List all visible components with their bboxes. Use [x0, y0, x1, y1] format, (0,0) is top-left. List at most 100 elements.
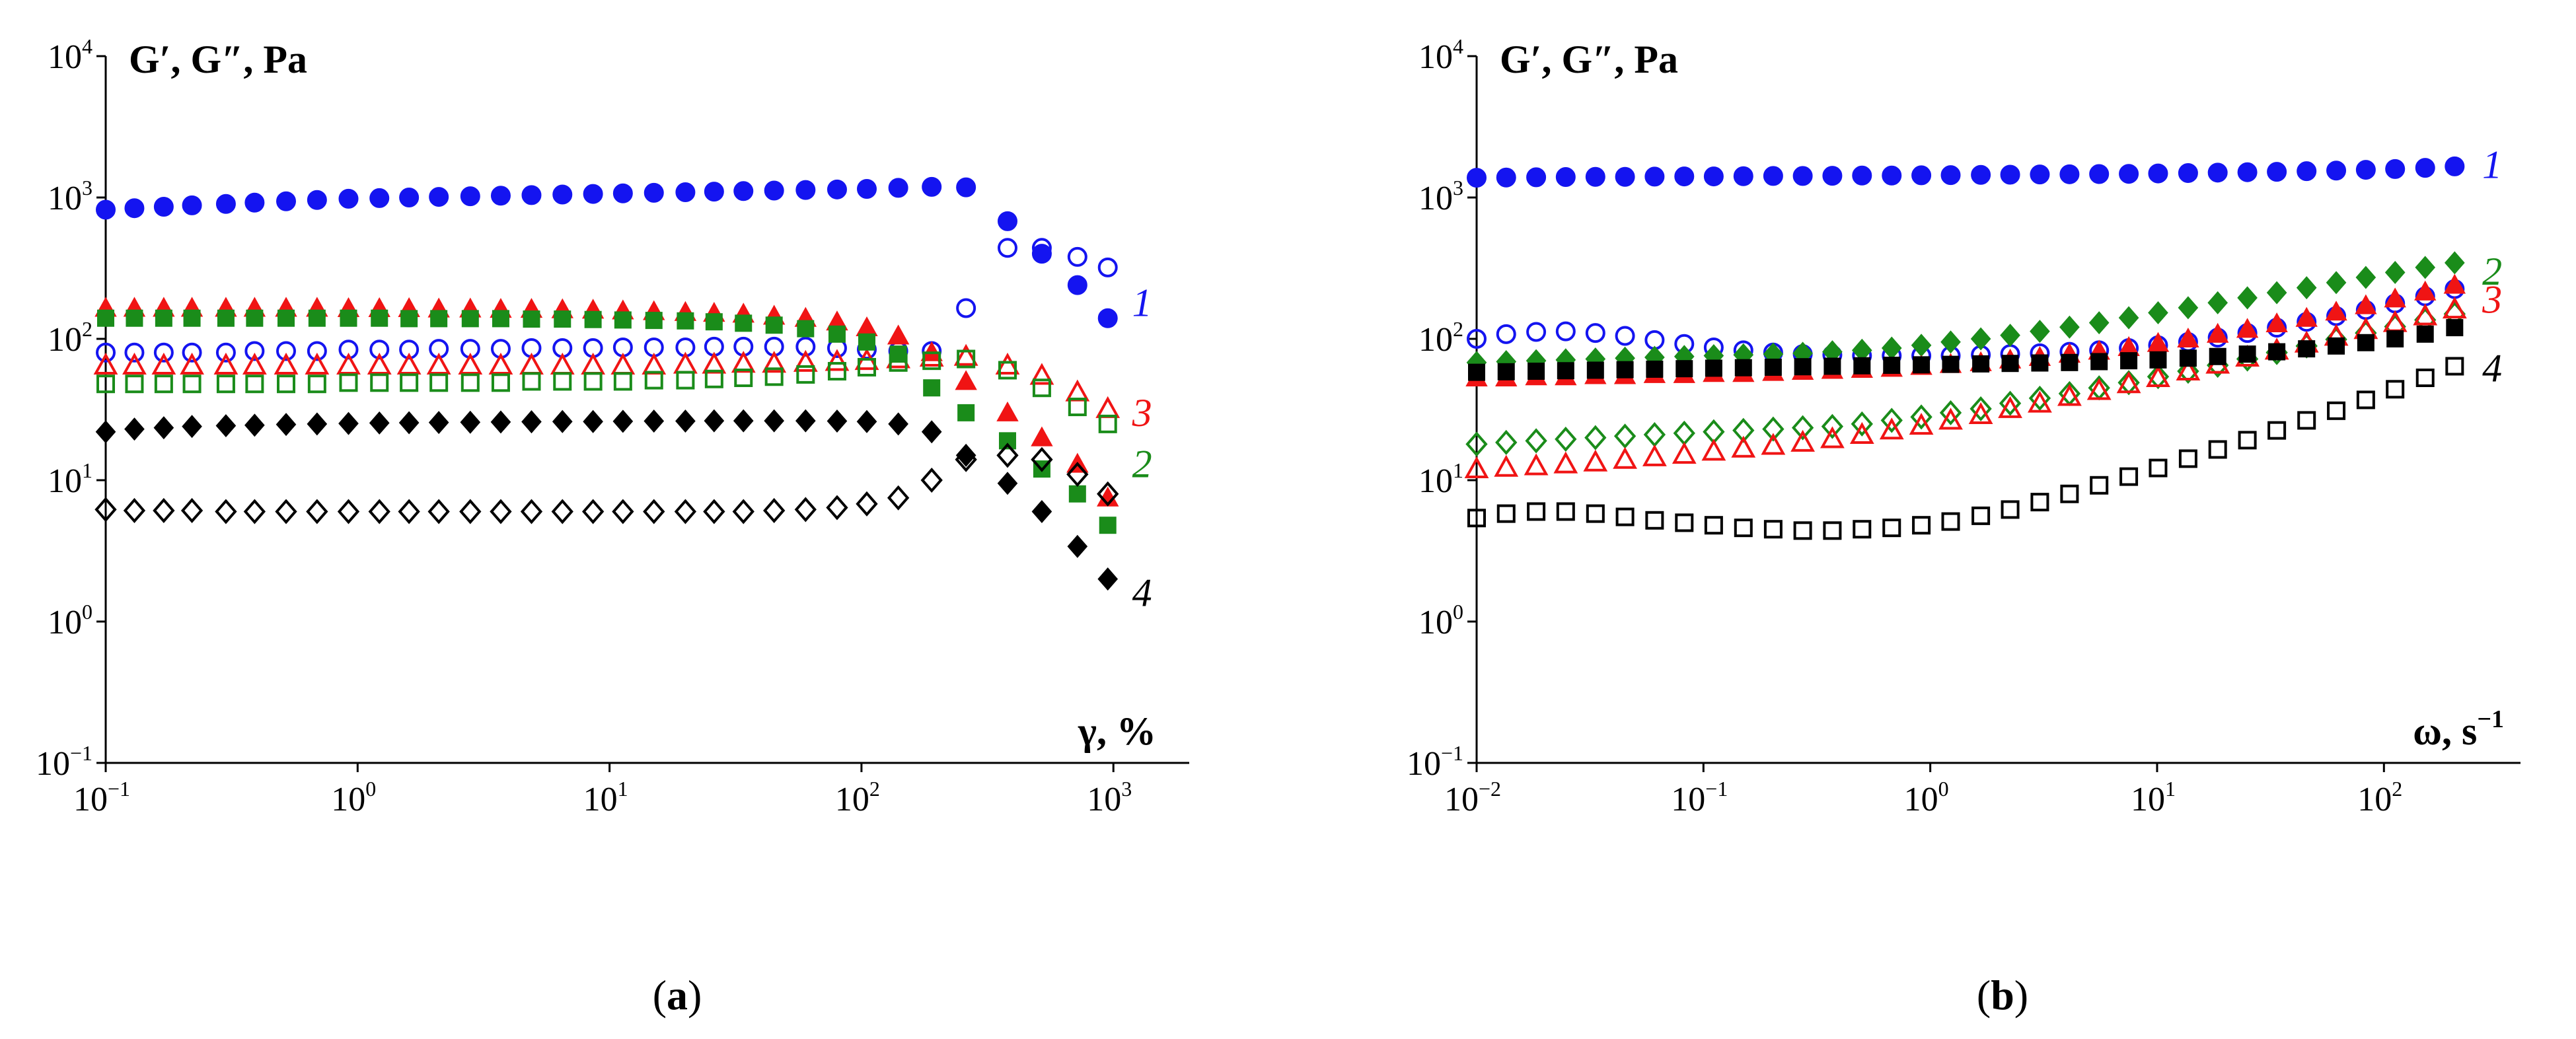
data-point [1791, 415, 1814, 441]
data-point [2117, 370, 2140, 396]
data-point [96, 342, 116, 363]
data-point [2207, 322, 2229, 343]
data-point [1585, 323, 1605, 343]
data-point [857, 357, 876, 376]
data-point [488, 352, 513, 375]
data-point [2177, 327, 2199, 347]
y-tick-label: 102 [48, 317, 92, 359]
data-point [213, 352, 239, 375]
data-point [704, 409, 725, 433]
data-point [1939, 400, 1962, 425]
series-4-loss [1467, 357, 2464, 540]
data-point [1882, 165, 1902, 186]
data-point [1938, 408, 1963, 430]
data-point [1912, 516, 1931, 535]
data-point [182, 195, 202, 215]
data-point [2116, 371, 2141, 394]
data-point [2357, 334, 2374, 351]
data-point [340, 309, 357, 327]
data-point [645, 312, 663, 330]
data-point [1882, 519, 1901, 538]
data-point [2059, 315, 2080, 339]
data-point [276, 413, 297, 437]
data-point [1615, 326, 1635, 346]
data-point [396, 352, 422, 375]
data-point [828, 325, 846, 343]
data-point [1586, 361, 1604, 379]
data-point [398, 499, 420, 524]
x-tick-label: 102 [835, 777, 880, 818]
data-point [825, 349, 850, 371]
data-point [887, 324, 910, 345]
data-point [2090, 476, 2109, 495]
data-point [369, 188, 390, 208]
y-tick-label: 104 [48, 34, 92, 76]
data-point [734, 369, 753, 388]
data-point [795, 180, 816, 200]
data-point [2326, 161, 2347, 181]
x-axis-label: ω, s−1 [2413, 705, 2504, 753]
data-point [1822, 166, 1843, 186]
data-point [2088, 311, 2110, 335]
data-point [1555, 321, 1576, 341]
data-point [2001, 500, 2020, 519]
data-point [553, 372, 572, 391]
y-tick-label: 101 [48, 458, 92, 500]
data-point [2445, 251, 2465, 275]
data-point [2297, 161, 2317, 182]
data-point [368, 499, 390, 524]
data-point [1527, 502, 1546, 521]
data-point [704, 369, 723, 388]
data-point [642, 352, 667, 375]
data-point [1851, 411, 1873, 437]
data-point [1911, 165, 1932, 186]
data-point [957, 404, 975, 421]
data-point [153, 497, 175, 523]
data-point [704, 182, 724, 202]
series-label-1: 1 [2482, 143, 2502, 187]
data-point [955, 443, 976, 467]
data-point [856, 410, 877, 433]
data-point [430, 310, 448, 328]
data-point [215, 413, 237, 437]
data-point [400, 310, 418, 328]
series-1-storage [1467, 156, 2465, 188]
data-point [1553, 451, 1578, 474]
data-point [2178, 449, 2197, 468]
data-point [1068, 398, 1087, 417]
data-point [1701, 439, 1726, 461]
data-point [2030, 164, 2050, 185]
data-point [1497, 363, 1515, 380]
series-label-2: 2 [1132, 443, 1152, 486]
data-point [733, 409, 754, 433]
data-point [2446, 319, 2464, 337]
data-point [1972, 355, 1990, 373]
data-point [2028, 385, 2051, 411]
data-point [180, 352, 204, 375]
data-point [1496, 167, 1516, 188]
data-point [2325, 301, 2347, 321]
data-point [2386, 330, 2404, 347]
data-point [307, 412, 328, 436]
data-point [956, 298, 976, 318]
data-point [1467, 509, 1486, 528]
data-point [244, 192, 265, 213]
data-point [1095, 396, 1121, 418]
data-point [1644, 166, 1665, 187]
data-point [675, 182, 696, 202]
caption-a: (a) [653, 972, 702, 1019]
data-point [1643, 422, 1666, 448]
data-point [581, 352, 606, 375]
data-point [923, 379, 941, 397]
data-point [1097, 567, 1119, 591]
data-point [216, 375, 235, 394]
data-point [612, 410, 634, 433]
data-point [2148, 163, 2168, 184]
data-point [215, 499, 237, 524]
data-point [153, 342, 174, 363]
data-point [583, 410, 603, 433]
data-point [96, 199, 116, 220]
data-point [922, 176, 942, 197]
data-point [2147, 332, 2170, 352]
data-point [827, 179, 847, 199]
